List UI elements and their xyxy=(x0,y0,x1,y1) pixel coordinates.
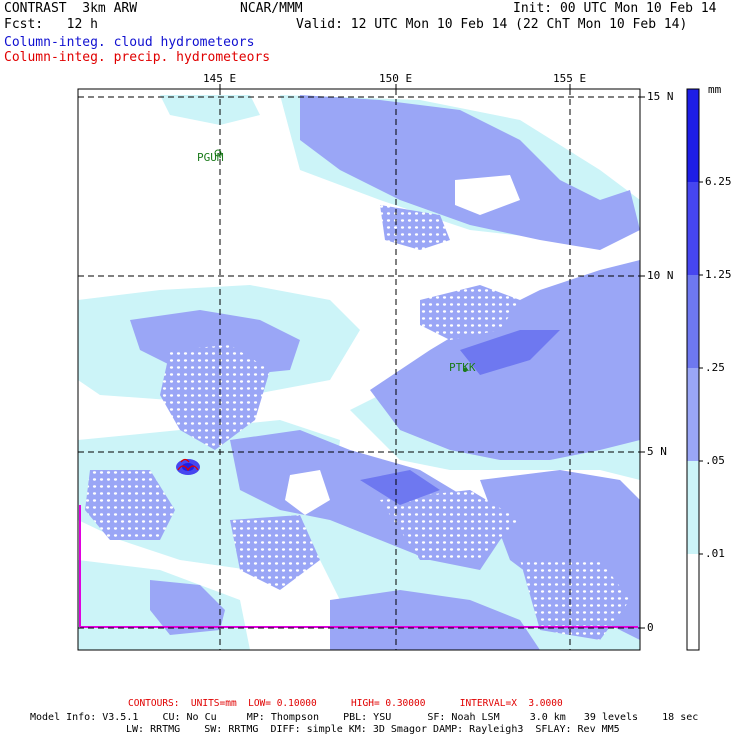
model-title: CONTRAST 3km ARW xyxy=(4,1,138,16)
legend-precip-label: Column-integ. precip. hydrometeors xyxy=(4,50,271,65)
colorbar-bin-1 xyxy=(687,89,699,182)
cloud-region-medium xyxy=(150,580,225,635)
cloud-gap xyxy=(285,470,330,515)
forecast-hour: Fcst: 12 h xyxy=(4,17,98,32)
domain-boundary xyxy=(79,505,638,628)
model-info-line1: Model Info: V3.5.1 CU: No Cu MP: Thompso… xyxy=(30,712,699,723)
cloud-region-dotted xyxy=(520,560,630,640)
lat-label-10n: 10 N xyxy=(647,269,674,282)
cloud-region-dotted xyxy=(380,490,520,560)
cloud-region-light xyxy=(160,95,260,125)
lat-label-0: 0 xyxy=(647,621,654,634)
contour-info: CONTOURS: UNITS=mm LOW= 0.10000 HIGH= 0.… xyxy=(128,698,563,709)
colorbar-label-005: .05 xyxy=(705,454,725,467)
colorbar-bin-5 xyxy=(687,461,699,554)
colorbar-bin-2 xyxy=(687,182,699,275)
map-border xyxy=(77,88,641,651)
cloud-region-dotted xyxy=(160,345,270,450)
init-time: Init: 00 UTC Mon 10 Feb 14 xyxy=(513,1,717,16)
lon-label-150: 150 E xyxy=(379,72,413,85)
colorbar-label-1-25: 1.25 xyxy=(705,268,732,281)
colorbar-bin-4 xyxy=(687,368,699,461)
station-label-ptkk: PTKK xyxy=(449,361,476,374)
lon-label-155: 155 E xyxy=(553,72,587,85)
cloud-region-dark xyxy=(460,330,560,375)
model-info-line2: LW: RRTMG SW: RRTMG DIFF: simple KM: 3D … xyxy=(126,724,620,735)
cloud-field xyxy=(78,95,640,650)
cloud-region-dark xyxy=(360,470,440,505)
colorbar-bin-3 xyxy=(687,275,699,368)
station-marker-ptkk xyxy=(463,368,467,372)
cloud-gap xyxy=(455,175,520,215)
station-marker-pgum xyxy=(214,149,222,157)
colorbar-label-6-25: 6.25 xyxy=(705,175,732,188)
colorbar-unit: mm xyxy=(708,83,722,96)
institution-label: NCAR/MMM xyxy=(240,1,303,16)
cloud-region-medium xyxy=(330,590,540,650)
precip-cluster xyxy=(176,458,200,475)
colorbar-label-001: .01 xyxy=(705,547,725,560)
map-gridlines xyxy=(78,89,640,650)
lat-label-5n: 5 N xyxy=(647,445,667,458)
colorbar-label-025: .25 xyxy=(705,361,725,374)
map-ticks xyxy=(219,84,645,629)
cloud-region-dotted xyxy=(380,205,450,250)
cloud-region-medium xyxy=(300,95,640,250)
cloud-region-dotted xyxy=(85,470,175,540)
station-label-pgum: PGUM xyxy=(197,151,224,164)
cloud-region-dotted xyxy=(420,285,520,340)
colorbar-bin-6 xyxy=(687,554,699,650)
lat-label-15n: 15 N xyxy=(647,90,674,103)
legend-cloud-label: Column-integ. cloud hydrometeors xyxy=(4,35,255,50)
colorbar xyxy=(686,88,703,651)
valid-time: Valid: 12 UTC Mon 10 Feb 14 (22 ChT Mon … xyxy=(296,17,688,32)
lon-label-145: 145 E xyxy=(203,72,237,85)
cloud-region-dotted xyxy=(230,515,320,590)
